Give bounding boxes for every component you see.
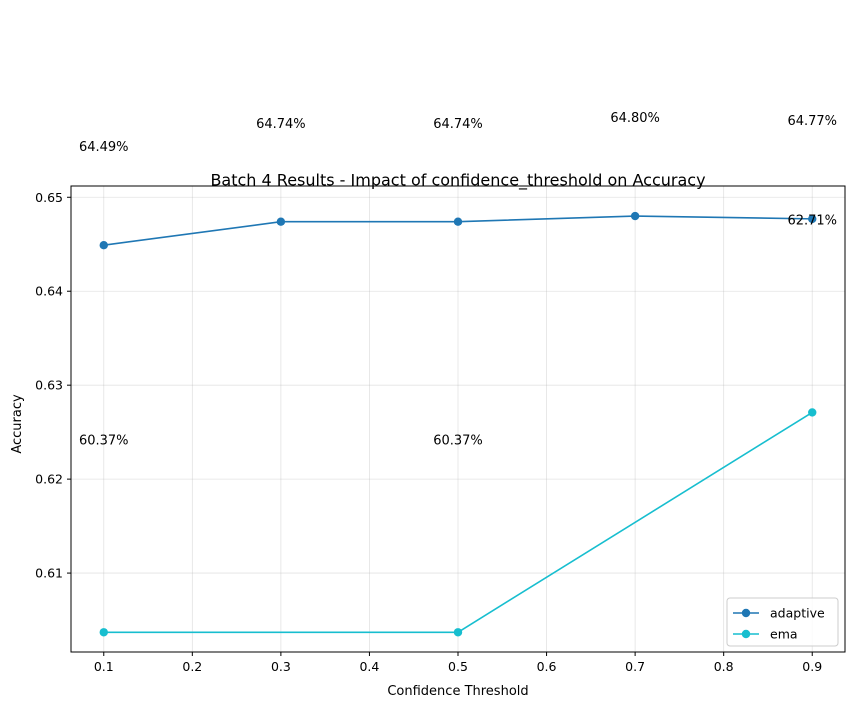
x-tick-label: 0.4 bbox=[359, 659, 379, 674]
x-tick-label: 0.6 bbox=[537, 659, 557, 674]
x-axis-label: Confidence Threshold bbox=[387, 684, 528, 699]
data-label: 62.71% bbox=[787, 214, 837, 229]
data-label: 60.37% bbox=[433, 433, 483, 448]
data-label: 64.49% bbox=[79, 140, 129, 155]
y-tick-label: 0.63 bbox=[35, 378, 63, 393]
x-tick-label: 0.7 bbox=[625, 659, 645, 674]
x-tick-label: 0.8 bbox=[714, 659, 734, 674]
grid-layer bbox=[71, 186, 845, 652]
axis-layer: 0.1 0.2 0.3 0.4 0.5 0.6 0.7 0.8 0.9 0.61 0.62 0.63 0… bbox=[35, 190, 822, 674]
y-tick-label: 0.62 bbox=[35, 472, 63, 487]
data-point-adaptive bbox=[99, 240, 108, 250]
x-tick-label: 0.2 bbox=[182, 659, 202, 674]
y-axis-label: Accuracy bbox=[10, 394, 25, 454]
data-point-ema bbox=[453, 628, 463, 637]
data-label: 60.37% bbox=[79, 433, 129, 448]
y-tick-label: 0.61 bbox=[35, 566, 63, 581]
data-point-adaptive bbox=[808, 214, 817, 224]
legend-marker-ema bbox=[741, 629, 751, 639]
data-point-adaptive bbox=[276, 217, 286, 226]
series-layer bbox=[99, 211, 817, 637]
y-tick-label: 0.64 bbox=[35, 284, 63, 299]
x-tick-label: 0.5 bbox=[448, 659, 468, 674]
legend-label-adaptive: adaptive bbox=[770, 606, 825, 621]
data-point-adaptive bbox=[630, 211, 640, 221]
legend-marker-adaptive bbox=[741, 608, 751, 618]
x-tick-label: 0.1 bbox=[94, 659, 114, 674]
data-label: 64.74% bbox=[256, 117, 306, 132]
data-point-ema bbox=[808, 408, 817, 417]
data-point-ema bbox=[99, 628, 108, 637]
data-label: 64.80% bbox=[610, 111, 660, 126]
data-point-adaptive bbox=[453, 217, 463, 226]
x-tick-label: 0.9 bbox=[802, 659, 822, 674]
data-label: 64.74% bbox=[433, 117, 483, 132]
annotation-layer: 64.49% 64.74% 64.74% 64.80% 64.77% 60.37% 60.3… bbox=[79, 111, 837, 448]
y-tick-label: 0.65 bbox=[35, 190, 63, 205]
x-tick-label: 0.3 bbox=[271, 659, 291, 674]
data-label: 64.77% bbox=[787, 114, 837, 129]
legend: adaptive ema bbox=[726, 597, 839, 647]
legend-label-ema: ema bbox=[770, 627, 798, 642]
